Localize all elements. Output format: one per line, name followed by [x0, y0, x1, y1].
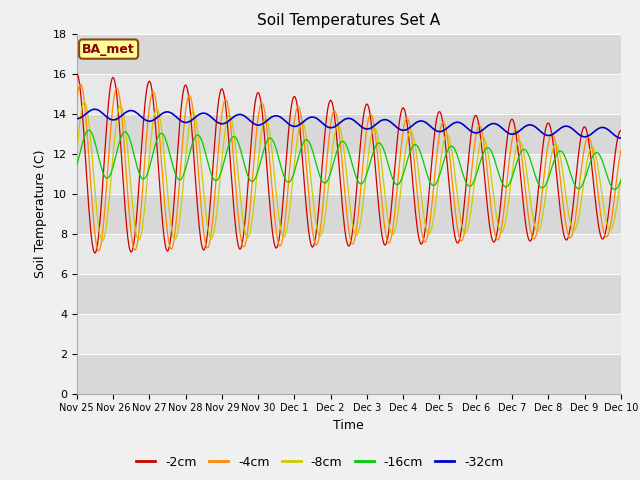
Bar	[77, 114, 621, 154]
Bar	[77, 354, 621, 394]
Title: Soil Temperatures Set A: Soil Temperatures Set A	[257, 13, 440, 28]
X-axis label: Time: Time	[333, 419, 364, 432]
Legend: -2cm, -4cm, -8cm, -16cm, -32cm: -2cm, -4cm, -8cm, -16cm, -32cm	[131, 451, 509, 474]
Y-axis label: Soil Temperature (C): Soil Temperature (C)	[35, 149, 47, 278]
Text: BA_met: BA_met	[82, 43, 135, 56]
Bar	[77, 274, 621, 313]
Bar	[77, 193, 621, 234]
Bar	[77, 34, 621, 73]
